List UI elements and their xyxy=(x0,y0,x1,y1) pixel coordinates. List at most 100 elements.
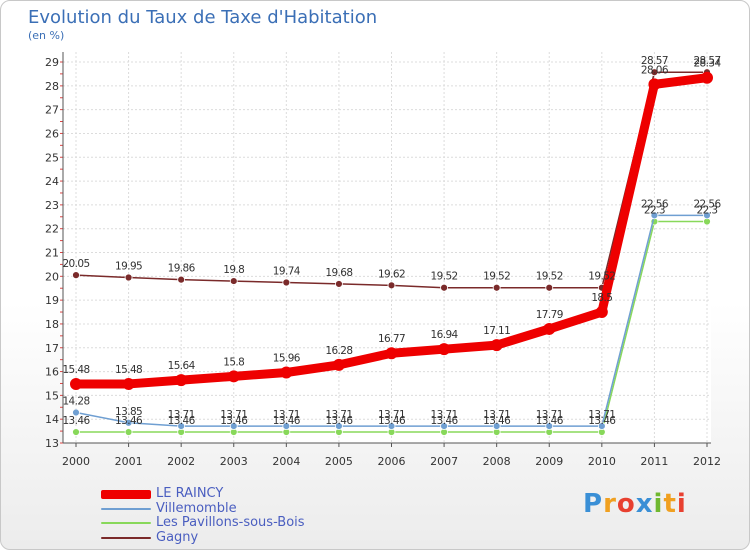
data-point-villemomble xyxy=(387,422,396,430)
data-label-villemomble: 22.56 xyxy=(693,198,721,210)
data-label-le-raincy: 16.94 xyxy=(431,329,459,341)
logo-letter: i xyxy=(653,489,664,519)
data-point-gagny xyxy=(492,283,501,292)
y-tick-label: 22 xyxy=(45,223,59,236)
logo-letter: t xyxy=(663,489,677,519)
data-label-gagny: 28.57 xyxy=(641,55,668,67)
data-label-le-raincy: 28.34 xyxy=(693,58,721,70)
data-point-les-pavillons-sous-bois xyxy=(124,428,133,436)
data-label-le-raincy: 17.79 xyxy=(536,309,563,321)
data-point-gagny xyxy=(124,273,133,282)
data-point-villemomble xyxy=(597,422,606,430)
data-label-gagny: 19.86 xyxy=(168,263,196,275)
data-point-le-raincy xyxy=(227,370,240,383)
data-point-le-raincy xyxy=(490,339,503,352)
data-label-les-pavillons-sous-bois: 13.46 xyxy=(536,415,564,427)
data-point-le-raincy xyxy=(701,71,713,84)
legend-label: LE RAINCY xyxy=(156,486,224,501)
y-axis-unit: (en %) xyxy=(28,29,65,42)
x-tick-label: 2002 xyxy=(167,455,195,468)
data-point-gagny xyxy=(650,68,659,77)
data-point-le-raincy xyxy=(175,374,188,387)
data-point-gagny xyxy=(545,283,554,292)
data-point-villemomble xyxy=(440,422,448,430)
y-tick-label: 17 xyxy=(45,342,59,355)
data-label-gagny: 28.57 xyxy=(693,55,720,67)
data-point-le-raincy xyxy=(543,322,556,335)
legend-swatch xyxy=(101,489,151,499)
data-label-villemomble: 13.71 xyxy=(168,409,195,421)
y-tick-label: 29 xyxy=(45,56,59,69)
data-label-les-pavillons-sous-bois: 13.46 xyxy=(325,415,353,427)
chart-title: Evolution du Taux de Taxe d'Habitation xyxy=(28,7,378,28)
data-label-gagny: 19.8 xyxy=(223,264,244,276)
x-tick-label: 2012 xyxy=(693,455,721,468)
data-point-gagny xyxy=(282,278,291,287)
y-tick-label: 26 xyxy=(45,127,59,140)
x-tick-label: 2011 xyxy=(640,455,668,468)
data-point-villemomble xyxy=(703,211,711,220)
x-tick-label: 2007 xyxy=(430,455,458,468)
data-point-gagny xyxy=(229,277,238,285)
data-label-gagny: 19.62 xyxy=(378,268,405,280)
y-tick-label: 19 xyxy=(45,294,59,307)
data-point-villemomble xyxy=(229,422,238,430)
data-label-gagny: 19.68 xyxy=(325,267,352,279)
x-tick-label: 2008 xyxy=(483,455,511,468)
data-point-gagny xyxy=(72,271,80,280)
data-label-gagny: 19.52 xyxy=(431,271,458,283)
data-point-villemomble xyxy=(492,422,501,430)
legend-swatch xyxy=(101,536,151,539)
y-tick-label: 28 xyxy=(45,80,59,93)
data-label-le-raincy: 15.48 xyxy=(115,364,142,376)
x-tick-label: 2005 xyxy=(325,455,353,468)
data-label-le-raincy: 15.48 xyxy=(62,364,89,376)
y-tick-label: 13 xyxy=(45,437,59,450)
data-point-gagny xyxy=(387,281,396,290)
data-point-villemomble xyxy=(72,408,80,417)
data-label-villemomble: 13.71 xyxy=(483,409,510,421)
legend-label: Les Pavillons-sous-Bois xyxy=(156,515,305,530)
x-tick-label: 2010 xyxy=(588,455,616,468)
data-label-les-pavillons-sous-bois: 13.46 xyxy=(220,415,248,427)
data-label-le-raincy: 18.5 xyxy=(591,292,612,304)
data-label-gagny: 19.52 xyxy=(483,271,510,283)
data-label-le-raincy: 17.11 xyxy=(483,325,510,337)
logo-letter: x xyxy=(635,489,654,519)
data-label-le-raincy: 28.06 xyxy=(641,64,669,76)
y-tick-label: 16 xyxy=(45,366,59,379)
y-tick-label: 18 xyxy=(45,318,59,331)
data-label-villemomble: 13.71 xyxy=(378,409,405,421)
data-label-villemomble: 13.71 xyxy=(588,409,615,421)
data-label-les-pavillons-sous-bois: 22.3 xyxy=(644,205,665,217)
data-label-les-pavillons-sous-bois: 13.46 xyxy=(431,415,459,427)
data-label-villemomble: 13.71 xyxy=(220,409,247,421)
data-point-villemomble xyxy=(282,422,291,430)
data-point-villemomble xyxy=(545,422,554,430)
logo-letter: i xyxy=(676,489,687,519)
data-point-le-raincy xyxy=(70,377,82,390)
data-point-villemomble xyxy=(650,211,659,220)
data-label-le-raincy: 15.8 xyxy=(223,356,244,368)
data-point-les-pavillons-sous-bois xyxy=(72,428,80,436)
data-label-les-pavillons-sous-bois: 13.46 xyxy=(168,415,196,427)
data-label-le-raincy: 15.96 xyxy=(273,353,301,365)
logo-letter: r xyxy=(603,489,617,519)
y-tick-label: 14 xyxy=(45,413,59,426)
data-point-le-raincy xyxy=(280,366,293,379)
data-label-gagny: 19.52 xyxy=(536,271,563,283)
x-tick-label: 2004 xyxy=(272,455,300,468)
y-tick-label: 20 xyxy=(45,270,59,283)
legend-swatch xyxy=(101,522,151,524)
data-label-le-raincy: 16.28 xyxy=(325,345,352,357)
logo-letter: o xyxy=(616,489,636,519)
legend-label: Villemomble xyxy=(156,500,237,516)
data-label-villemomble: 13.71 xyxy=(325,409,352,421)
y-tick-label: 21 xyxy=(45,247,59,260)
data-label-les-pavillons-sous-bois: 22.3 xyxy=(697,205,718,217)
data-label-les-pavillons-sous-bois: 13.46 xyxy=(483,415,511,427)
data-point-le-raincy xyxy=(595,306,608,319)
data-label-les-pavillons-sous-bois: 13.46 xyxy=(378,415,406,427)
data-point-le-raincy xyxy=(385,347,398,360)
